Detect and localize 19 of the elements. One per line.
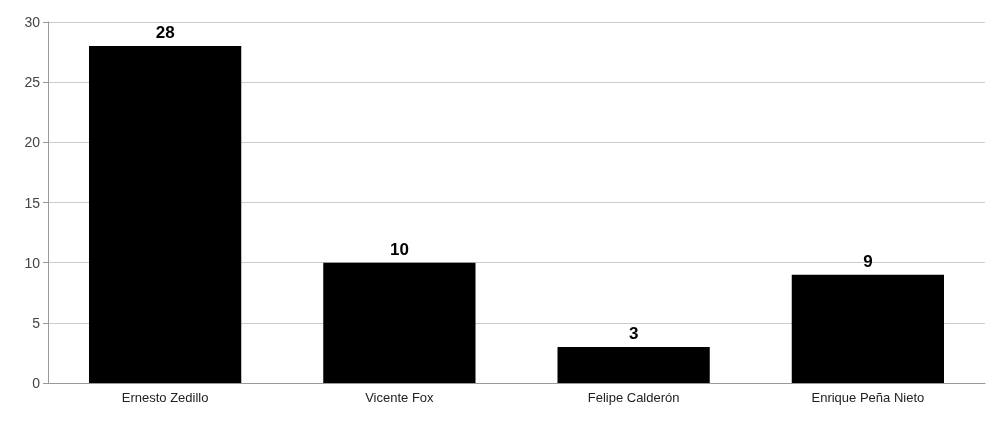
x-tick-label: Enrique Peña Nieto: [811, 390, 925, 405]
bar: [791, 274, 945, 383]
data-label: 9: [863, 251, 873, 271]
y-tick-label: 30: [24, 14, 41, 30]
y-tick-label: 20: [24, 134, 41, 151]
data-label: 28: [155, 23, 175, 43]
bar: [88, 46, 242, 383]
x-tick-label: Vicente Fox: [365, 390, 435, 405]
y-tick-label: 10: [24, 254, 41, 271]
bar: [323, 262, 476, 383]
y-tick-label: 0: [32, 375, 41, 391]
y-tick-label: 5: [32, 314, 41, 331]
y-tick-label: 15: [24, 194, 41, 211]
data-label: 3: [628, 323, 639, 343]
x-tick-label: Felipe Calderón: [587, 390, 680, 405]
data-label: 10: [389, 239, 409, 259]
x-tick-label: Ernesto Zedillo: [121, 390, 209, 405]
bar: [557, 346, 710, 383]
y-tick-label: 25: [24, 74, 41, 91]
